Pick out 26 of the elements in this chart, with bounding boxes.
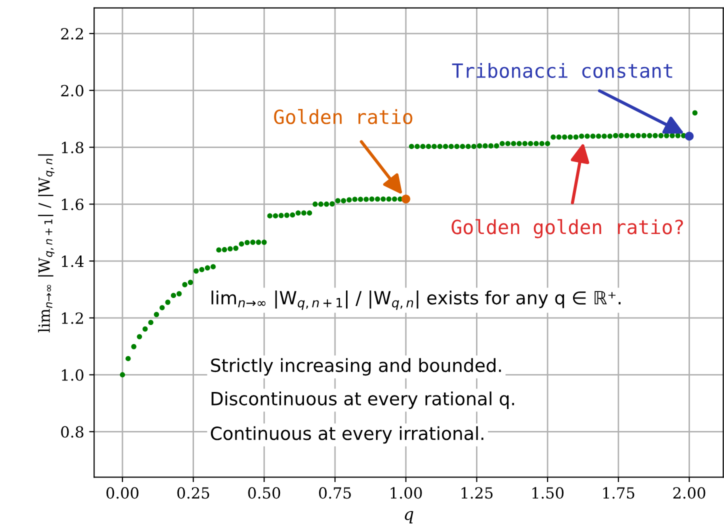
x-axis-title: q (404, 511, 414, 524)
annotation: Discontinuous at every rational q. (212, 391, 514, 409)
x-tick-label: 0.25 (177, 487, 210, 499)
y-axis-title: lim$_{n→∞}$ |W$_{q,n+1}$| / |W$_{q,n}$| (38, 154, 54, 332)
annotation: Golden ratio (274, 109, 412, 124)
y-tick-label: 1.8 (62, 142, 84, 154)
x-tick-label: 1.25 (462, 487, 493, 499)
annotation: Strictly increasing and bounded. (211, 358, 501, 376)
x-tick-label: 1.00 (390, 487, 422, 499)
y-tick-label: 2.0 (61, 84, 84, 96)
annotation: Continuous at every irrational. (210, 426, 484, 444)
x-tick-label: 2.00 (673, 487, 706, 499)
y-tick-label: 1.4 (62, 255, 84, 268)
y-tick-label: 1.2 (62, 312, 83, 324)
x-tick-label: 1.75 (603, 487, 634, 499)
y-tick-label: 1.6 (62, 198, 84, 210)
annotation: Tribonacci constant (452, 62, 672, 78)
y-tick-label: 0.8 (61, 426, 84, 438)
annotation: Golden golden ratio? (452, 219, 683, 238)
x-tick-label: 0.00 (106, 487, 138, 499)
x-tick-label: 0.50 (248, 487, 280, 499)
annotation: lim$_{n→∞}$ |W$_{q,n+1}$| / |W$_{q,n}$| exists for any q ∈ ℝ⁺. (212, 290, 621, 310)
y-tick-label: 1.0 (62, 369, 84, 381)
x-tick-label: 1.50 (532, 487, 564, 499)
y-tick-label: 2.2 (61, 28, 83, 40)
x-tick-label: 0.75 (319, 487, 351, 499)
